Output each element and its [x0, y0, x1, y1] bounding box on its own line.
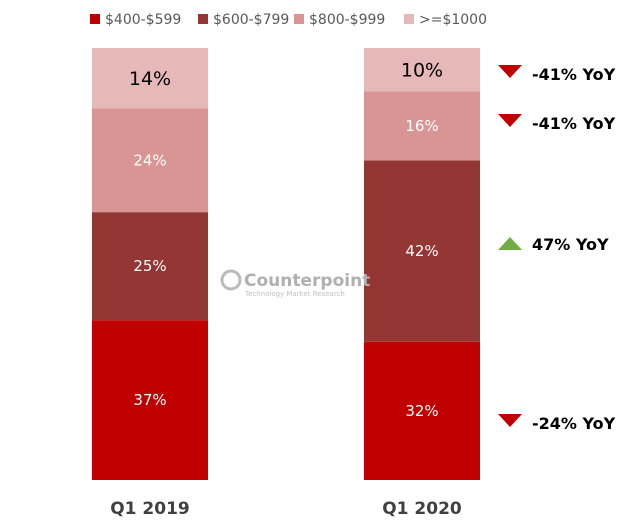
yoy-annotation: -41% YoY [532, 65, 616, 84]
legend-swatch [90, 14, 100, 24]
data-label: 42% [405, 242, 438, 260]
watermark-tagline: Technology Market Research [244, 290, 345, 298]
legend-swatch [404, 14, 414, 24]
bar-segment [364, 91, 480, 161]
bar-segment [364, 160, 480, 342]
triangle-up-icon [498, 237, 522, 250]
legend-label: $800-$999 [309, 12, 385, 28]
bar-segment [92, 320, 208, 480]
yoy-annotation: 47% YoY [532, 235, 609, 254]
legend-label: $400-$599 [105, 12, 181, 28]
data-label: 14% [129, 68, 171, 90]
data-label: 32% [405, 402, 438, 420]
data-label: 10% [401, 60, 443, 82]
category-label: Q1 2019 [110, 499, 190, 519]
legend-swatch [294, 14, 304, 24]
triangle-down-icon [498, 114, 522, 127]
counterpoint-logo-icon [220, 269, 242, 291]
data-label: 24% [133, 151, 166, 169]
legend-label: $600-$799 [213, 12, 289, 28]
data-label: 16% [405, 117, 438, 135]
legend-label: >=$1000 [419, 12, 487, 28]
data-label: 37% [133, 391, 166, 409]
yoy-annotation: -41% YoY [532, 114, 616, 133]
bar-segment [92, 48, 208, 109]
bar-segment [364, 341, 480, 480]
bar-segment [364, 48, 480, 92]
bar-segment [92, 108, 208, 213]
watermark-name: Counterpoint [244, 271, 370, 291]
legend-swatch [198, 14, 208, 24]
triangle-down-icon [498, 414, 522, 427]
yoy-annotation: -24% YoY [532, 414, 616, 433]
bar-segment [92, 212, 208, 321]
triangle-down-icon [498, 65, 522, 78]
category-label: Q1 2020 [382, 499, 462, 519]
data-label: 25% [133, 257, 166, 275]
